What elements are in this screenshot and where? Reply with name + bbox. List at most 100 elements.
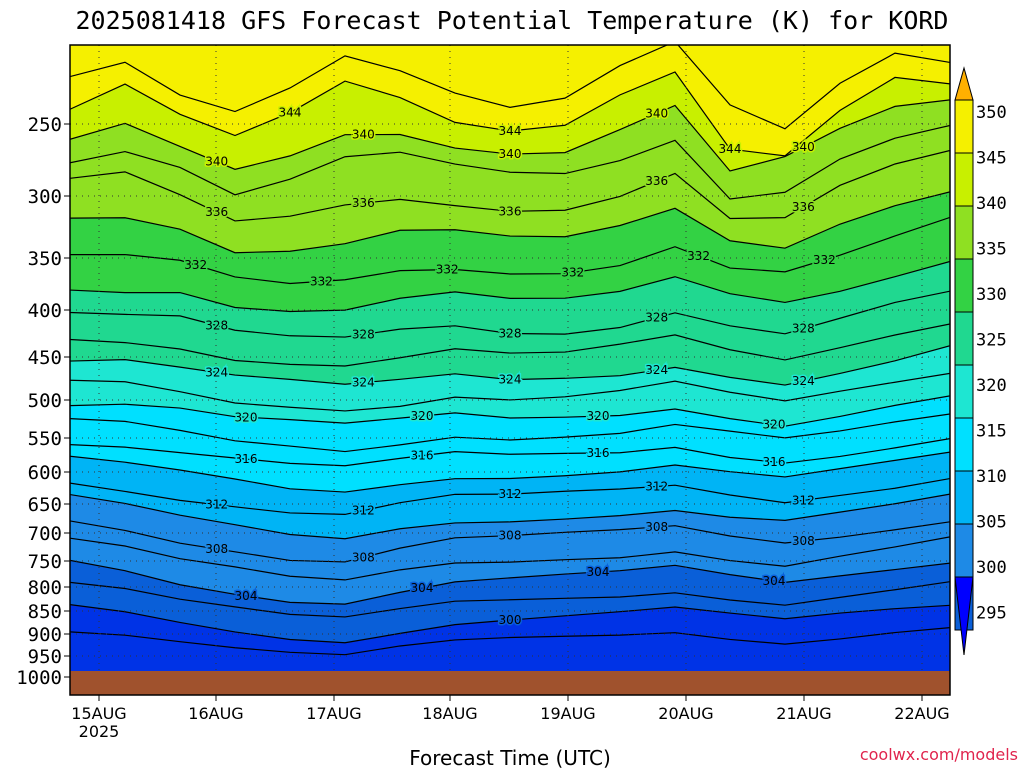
x-tick-label: 18AUG — [422, 704, 477, 723]
contour-label: 316 — [235, 452, 258, 466]
band-334 — [70, 191, 950, 284]
band-302 — [70, 581, 950, 643]
contour-label: 320 — [587, 409, 610, 423]
isoline-304 — [70, 559, 950, 605]
y-tick-label: 750 — [28, 551, 62, 573]
contour-label: 308 — [205, 542, 228, 556]
isoline-318 — [70, 413, 950, 453]
colorbar-label: 300 — [976, 558, 1007, 578]
y-tick-label: 300 — [28, 186, 62, 208]
colorbar-bottom-arrow — [954, 576, 974, 656]
isoline-330 — [70, 260, 950, 313]
contour-label: 336 — [205, 205, 228, 219]
colorbar-label: 350 — [976, 103, 1007, 123]
contour-label: 316 — [587, 446, 610, 460]
isoline-332 — [70, 216, 950, 285]
isoline-344 — [70, 71, 950, 157]
isoline-322 — [70, 372, 950, 412]
y-tick-label: 550 — [28, 428, 62, 450]
y-tick-label: 350 — [28, 248, 62, 270]
contour-label: 328 — [792, 322, 815, 336]
y-tick-label: 650 — [28, 494, 62, 516]
contour-label: 312 — [352, 504, 375, 518]
x-axis-title: Forecast Time (UTC) — [409, 746, 611, 768]
isoline-340 — [70, 99, 950, 172]
ground-surface — [70, 671, 950, 695]
band-346 — [70, 45, 950, 156]
contour-label: 312 — [792, 493, 815, 507]
contour-label: 336 — [352, 196, 375, 210]
contour-label: 304 — [411, 581, 434, 595]
contour-label: 324 — [645, 363, 668, 377]
contour-label: 332 — [813, 253, 836, 267]
contour-label: 320 — [763, 418, 786, 432]
contour-label: 308 — [352, 550, 375, 564]
contour-label: 316 — [411, 449, 434, 463]
gridlines — [70, 45, 950, 695]
contour-label: 340 — [499, 147, 522, 161]
y-tick-label: 500 — [28, 390, 62, 412]
band-318 — [70, 413, 950, 466]
colorbar-segment — [954, 152, 974, 207]
band-326 — [70, 323, 950, 386]
y-tick-label: 250 — [28, 114, 62, 136]
band-330 — [70, 261, 950, 338]
contour-label: 316 — [763, 455, 786, 469]
x-tick-label: 16AUG — [188, 704, 243, 723]
y-tick-label: 450 — [28, 347, 62, 369]
band-316 — [70, 438, 950, 493]
isolines — [70, 45, 950, 656]
contour-label: 336 — [499, 204, 522, 218]
isoline-338 — [70, 124, 950, 200]
contour-label: 328 — [205, 318, 228, 332]
contour-label: 312 — [499, 487, 522, 501]
contour-label: 312 — [645, 479, 668, 493]
contour-label: 304 — [235, 589, 258, 603]
isoline-326 — [70, 323, 950, 367]
y-tick-label: 850 — [28, 601, 62, 623]
contour-label: 332 — [561, 266, 584, 280]
contour-label: 344 — [279, 106, 302, 120]
contour-label: 340 — [205, 155, 228, 169]
x-tick-label: 19AUG — [540, 704, 595, 723]
isoline-306 — [70, 536, 950, 581]
isoline-316 — [70, 438, 950, 467]
contour-label: 328 — [352, 327, 375, 341]
contour-label: 300 — [499, 613, 522, 627]
contour-label: 324 — [792, 374, 815, 388]
band-310 — [70, 494, 950, 562]
colorbar-segment — [954, 205, 974, 260]
contour-label: 308 — [792, 534, 815, 548]
colorbar-top-arrow — [954, 66, 974, 101]
chart-title: 2025081418 GFS Forecast Potential Temper… — [76, 6, 949, 35]
isoline-320 — [70, 395, 950, 427]
source-credit: coolwx.com/models — [860, 745, 1018, 764]
colorbar-segment — [954, 311, 974, 366]
colorbar-segment — [954, 99, 974, 154]
y-axis: 2503003504004505005506006507007508008509… — [16, 114, 70, 689]
contour-label: 340 — [352, 128, 375, 142]
colorbar-label: 320 — [976, 376, 1007, 396]
band-336 — [70, 150, 950, 253]
contour-label: 328 — [645, 311, 668, 325]
isoline-314 — [70, 451, 950, 493]
y-tick-label: 600 — [28, 462, 62, 484]
contour-label: 340 — [792, 140, 815, 154]
isoline-328 — [70, 290, 950, 338]
band-312 — [70, 478, 950, 539]
colorbar-segment — [954, 523, 974, 578]
contour-label: 332 — [687, 249, 710, 263]
contour-label: 324 — [499, 373, 522, 387]
colorbar-label: 295 — [976, 604, 1007, 624]
contour-label: 344 — [719, 142, 742, 156]
band-340 — [70, 99, 950, 199]
isoline-346 — [70, 45, 950, 130]
isoline-298 — [70, 627, 950, 656]
y-tick-label: 950 — [28, 646, 62, 668]
x-tick-label: 17AUG — [306, 704, 361, 723]
contour-label: 328 — [499, 326, 522, 340]
contour-label: 332 — [184, 258, 207, 272]
y-tick-label: 400 — [28, 300, 62, 322]
contour-label: 308 — [499, 529, 522, 543]
band-344 — [70, 71, 950, 172]
